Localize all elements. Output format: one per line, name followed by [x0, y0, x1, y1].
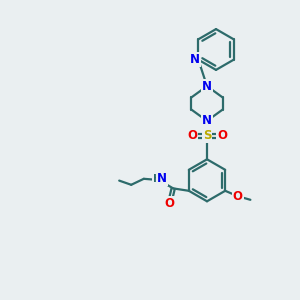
Text: O: O: [233, 190, 243, 203]
Text: S: S: [203, 129, 211, 142]
Text: O: O: [217, 129, 227, 142]
Text: N: N: [190, 53, 200, 66]
Text: N: N: [202, 114, 212, 128]
Text: O: O: [165, 197, 175, 210]
Text: N: N: [202, 80, 212, 93]
Text: N: N: [157, 172, 167, 185]
Text: O: O: [187, 129, 197, 142]
Text: H: H: [153, 174, 162, 184]
